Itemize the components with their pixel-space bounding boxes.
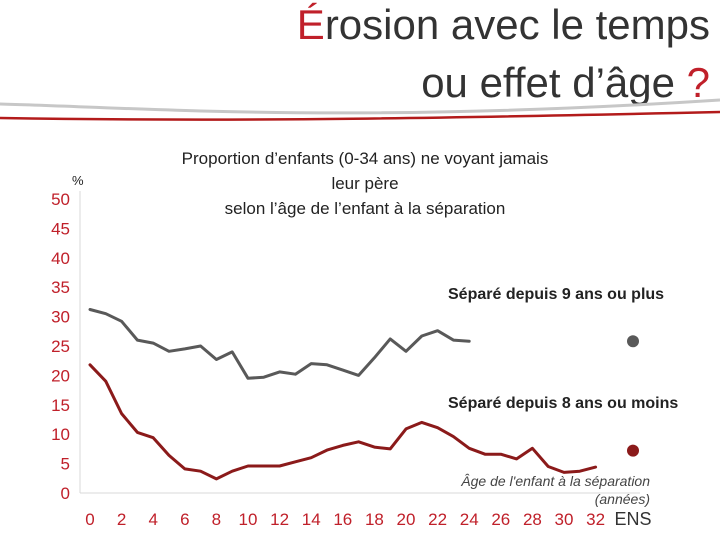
- x-tick-label-ens: ENS: [614, 509, 651, 529]
- y-tick-labels: 0 5 10 15 20 25 30 35 40 45 50: [51, 190, 70, 503]
- x-tick-label: 10: [239, 510, 258, 529]
- title-accent-letter: É: [296, 1, 325, 48]
- x-tick-labels: 0 2 4 6 8 10 12 14 16 18 20 22 24 26 28 30 32 ENS: [85, 509, 651, 529]
- title-line-2-text: ou effet d’âge: [421, 59, 687, 106]
- chart-subtitle: Proportion d’enfants (0-34 ans) ne voyan…: [130, 146, 600, 221]
- series-1-label: Séparé depuis 9 ans ou plus: [448, 286, 665, 303]
- y-tick-label: 50: [51, 190, 70, 209]
- y-tick-label: 25: [51, 337, 70, 356]
- x-tick-label: 14: [302, 510, 321, 529]
- x-tick-label: 24: [460, 510, 479, 529]
- y-axis-unit: %: [72, 173, 84, 188]
- x-tick-label: 26: [491, 510, 510, 529]
- red-swoosh: [0, 110, 720, 121]
- x-tick-label: 22: [428, 510, 447, 529]
- x-tick-label: 30: [555, 510, 574, 529]
- slide-title-line-1: Érosion avec le temps: [297, 4, 710, 46]
- y-tick-label: 45: [51, 219, 70, 238]
- y-tick-label: 15: [51, 396, 70, 415]
- x-axis-note: Âge de l'enfant à la séparation (années): [430, 472, 650, 508]
- series-2-label: Séparé depuis 8 ans ou moins: [448, 395, 679, 412]
- y-tick-label: 10: [51, 425, 70, 444]
- y-tick-label: 40: [51, 249, 70, 268]
- series-lines: [88, 308, 598, 481]
- x-tick-label: 2: [117, 510, 126, 529]
- grey-swoosh: [0, 98, 720, 115]
- slide-title-line-2: ou effet d’âge ?: [421, 62, 710, 104]
- y-tick-label: 30: [51, 308, 70, 327]
- title-question-mark: ?: [686, 59, 710, 106]
- x-tick-label: 32: [586, 510, 605, 529]
- x-tick-label: 4: [148, 510, 157, 529]
- x-tick-label: 8: [212, 510, 221, 529]
- ens-points: [627, 335, 639, 457]
- x-tick-label: 28: [523, 510, 542, 529]
- x-axis-note-line-2: (années): [594, 491, 650, 507]
- x-axis-note-line-1: Âge de l'enfant à la séparation: [461, 473, 650, 489]
- x-tick-label: 12: [270, 510, 289, 529]
- subtitle-line-2: leur père: [331, 174, 399, 193]
- y-tick-label: 0: [61, 484, 70, 503]
- series-2-line: [88, 363, 598, 481]
- series-1-line: [88, 308, 471, 380]
- series-2-ens-point: [627, 444, 639, 457]
- x-tick-label: 16: [333, 510, 352, 529]
- y-tick-label: 5: [61, 455, 70, 474]
- x-tick-label: 20: [397, 510, 416, 529]
- chart-axes: [79, 191, 640, 494]
- subtitle-line-1: Proportion d’enfants (0-34 ans) ne voyan…: [181, 149, 549, 168]
- subtitle-line-3: selon l’âge de l’enfant à la séparation: [224, 199, 506, 218]
- x-tick-label: 18: [365, 510, 384, 529]
- x-tick-label: 6: [180, 510, 189, 529]
- series-1-ens-point: [627, 335, 639, 348]
- title-line-1-text: rosion avec le temps: [324, 1, 710, 48]
- decorative-swooshes: [0, 98, 720, 121]
- x-tick-label: 0: [85, 510, 94, 529]
- y-tick-label: 35: [51, 278, 70, 297]
- y-tick-label: 20: [51, 366, 70, 385]
